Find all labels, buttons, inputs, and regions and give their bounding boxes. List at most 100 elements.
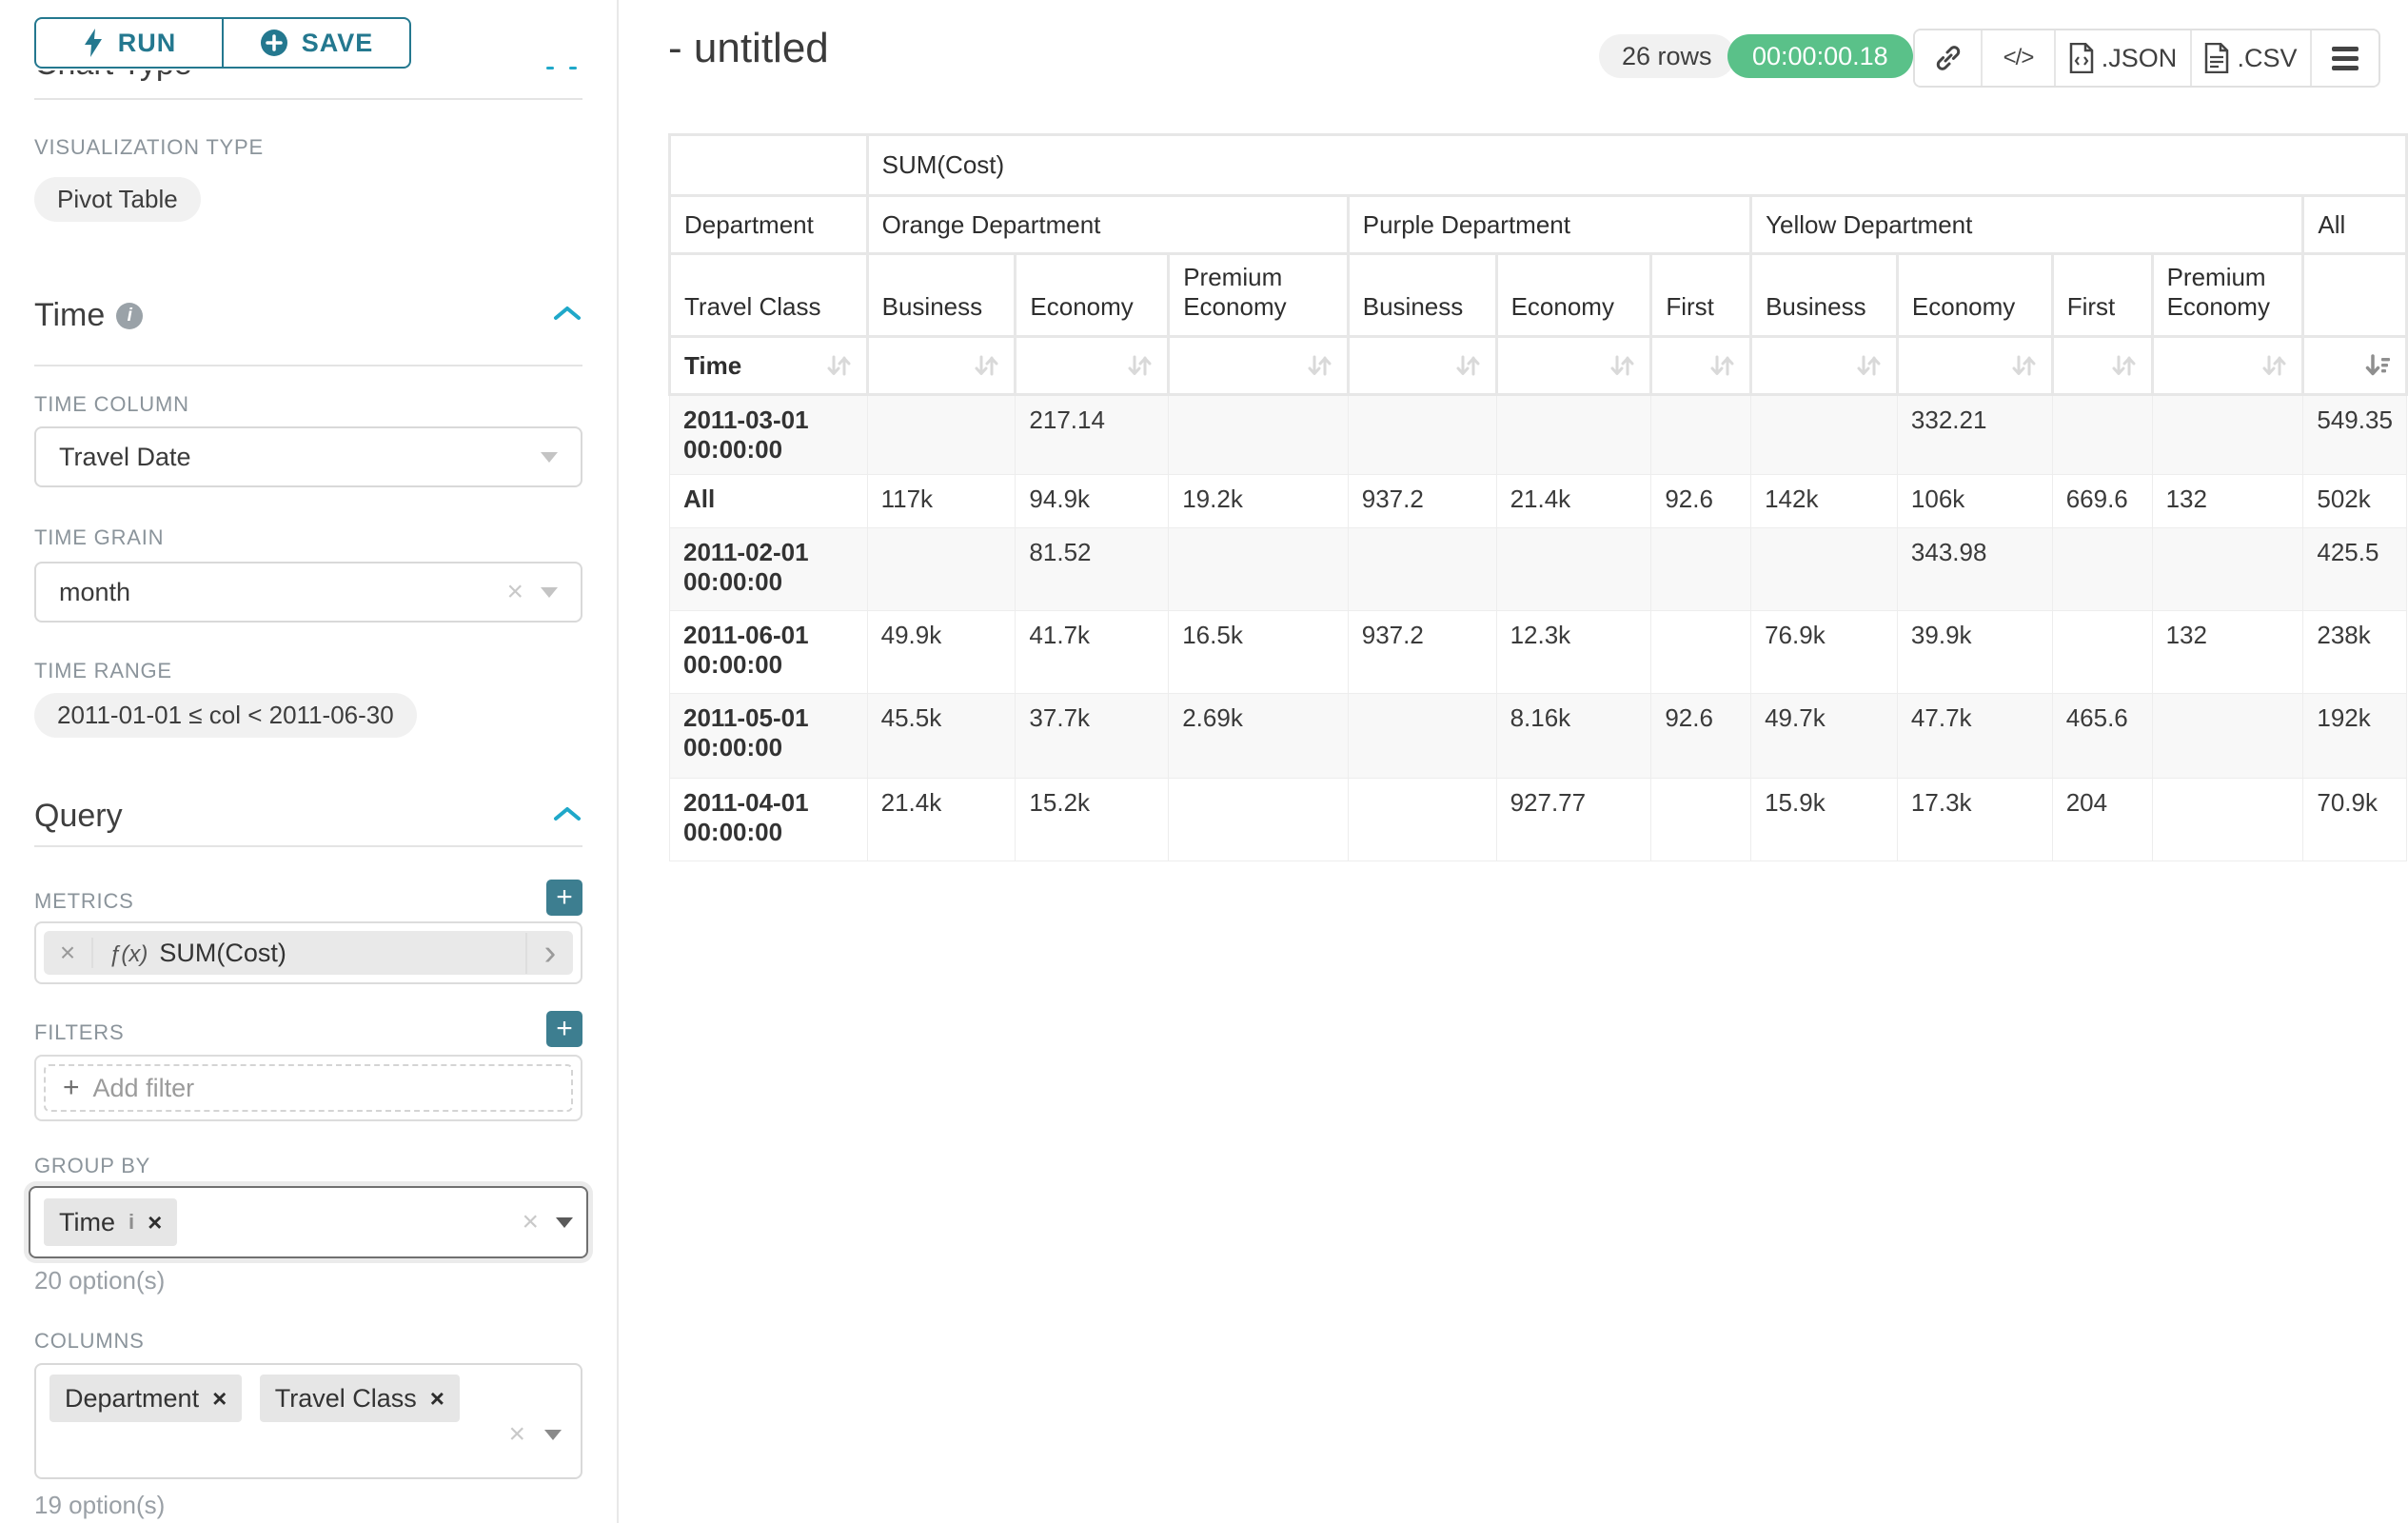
add-metric-button[interactable]: +: [546, 880, 582, 916]
value-cell: [1347, 527, 1497, 611]
value-cell: [1650, 610, 1752, 694]
time-section-header: Time i: [34, 297, 582, 334]
columns-chip[interactable]: Travel Class ×: [259, 1375, 460, 1422]
value-cell: [1650, 778, 1752, 861]
value-cell: 132: [2151, 474, 2304, 528]
value-cell: 2.69k: [1168, 693, 1349, 779]
columns-label: COLUMNS: [34, 1329, 145, 1353]
viz-type-pill[interactable]: Pivot Table: [34, 177, 201, 222]
value-cell: 8.16k: [1495, 693, 1652, 779]
chart-title[interactable]: - untitled: [668, 25, 829, 71]
export-csv-button[interactable]: .CSV: [2192, 30, 2312, 86]
value-cell: 70.9k: [2302, 778, 2407, 861]
remove-metric-icon[interactable]: ×: [44, 938, 93, 968]
sort-header-cell[interactable]: [1895, 335, 2054, 396]
sort-header-cell[interactable]: [1346, 335, 1498, 396]
chevron-right-icon[interactable]: ›: [525, 932, 573, 974]
sort-icon[interactable]: [2009, 351, 2038, 380]
remove-chip-icon[interactable]: ×: [429, 1383, 444, 1413]
value-cell: [1650, 527, 1752, 611]
sort-icon[interactable]: [2109, 351, 2138, 380]
sort-icon[interactable]: [1453, 351, 1482, 380]
travel-class-axis-cell: Travel Class: [668, 252, 869, 338]
clear-icon[interactable]: ×: [508, 1418, 525, 1450]
menu-button[interactable]: [2312, 30, 2378, 86]
info-icon: i: [128, 1210, 135, 1234]
value-cell: 76.9k: [1750, 610, 1898, 694]
time-grain-select[interactable]: month ×: [34, 562, 582, 623]
export-toolbar: </> .JSON .CSV: [1913, 29, 2380, 88]
copy-link-button[interactable]: [1915, 30, 1983, 86]
value-cell: 204: [2051, 778, 2153, 861]
add-filter-button[interactable]: + Add filter: [44, 1064, 573, 1112]
value-cell: 17.3k: [1896, 778, 2053, 861]
remove-chip-icon[interactable]: ×: [212, 1383, 227, 1413]
columns-select[interactable]: Department × Travel Class × ×: [34, 1363, 582, 1479]
sort-header-cell[interactable]: [1014, 335, 1171, 396]
time-section-title: Time: [34, 297, 106, 333]
chevron-down-icon: [541, 586, 558, 598]
sort-header-cell[interactable]: [1749, 335, 1899, 396]
time-axis-cell[interactable]: Time: [668, 335, 869, 396]
sort-icon[interactable]: [972, 351, 1000, 380]
sort-icon[interactable]: [1608, 351, 1636, 380]
sort-icon[interactable]: [1125, 351, 1154, 380]
row-label-cell: All: [669, 474, 868, 528]
sort-icon[interactable]: [2260, 351, 2288, 380]
sort-icon[interactable]: [824, 351, 853, 380]
metric-pill[interactable]: × ƒ(x) SUM(Cost) ›: [44, 931, 573, 975]
value-cell: 425.5: [2302, 527, 2407, 611]
remove-chip-icon[interactable]: ×: [148, 1207, 163, 1236]
sort-header-cell[interactable]: [2050, 335, 2154, 396]
section-divider: [34, 98, 582, 100]
sort-header-cell[interactable]: [1649, 335, 1753, 396]
time-column-select[interactable]: Travel Date: [34, 426, 582, 487]
save-button[interactable]: SAVE: [222, 17, 411, 69]
column-subheader: Economy: [1014, 252, 1171, 338]
row-label-cell: 2011-03-01 00:00:00: [669, 394, 868, 475]
value-cell: 49.9k: [866, 610, 1016, 694]
json-file-icon: [2069, 43, 2093, 73]
sort-icon[interactable]: [1707, 351, 1736, 380]
value-cell: [866, 394, 1016, 475]
view-query-button[interactable]: </>: [1983, 30, 2056, 86]
value-cell: 332.21: [1896, 394, 2053, 475]
column-group-header: Orange Department: [865, 194, 1350, 255]
column-subheader: [2301, 252, 2408, 338]
sort-header-cell[interactable]: [1167, 335, 1350, 396]
sort-header-cell-active[interactable]: [2301, 335, 2408, 396]
group-by-chip[interactable]: Time i ×: [44, 1198, 178, 1246]
query-section-header: Query: [34, 798, 582, 835]
column-subheader: First: [1649, 252, 1753, 338]
value-cell: [2151, 527, 2304, 611]
clear-icon[interactable]: ×: [506, 576, 523, 607]
value-cell: 39.9k: [1896, 610, 2053, 694]
sort-icon[interactable]: [1854, 351, 1883, 380]
sort-icon[interactable]: [1305, 351, 1333, 380]
value-cell: 49.7k: [1750, 693, 1898, 779]
value-cell: [2051, 610, 2153, 694]
value-cell: [1495, 527, 1652, 611]
lightning-icon: [84, 29, 102, 57]
table-row: 2011-02-01 00:00:00 81.52 343.98 425.5: [669, 527, 2407, 611]
sort-header-cell[interactable]: [1494, 335, 1653, 396]
time-column-label: TIME COLUMN: [34, 392, 189, 416]
time-range-pill[interactable]: 2011-01-01 ≤ col < 2011-06-30: [34, 693, 417, 738]
export-json-button[interactable]: .JSON: [2056, 30, 2192, 86]
chevron-up-icon: [554, 307, 581, 320]
group-by-label: GROUP BY: [34, 1154, 151, 1177]
collapse-section-control[interactable]: [552, 304, 582, 327]
value-cell: 47.7k: [1896, 693, 2053, 779]
function-icon: ƒ(x): [109, 940, 148, 967]
sort-desc-icon[interactable]: [2363, 351, 2392, 380]
run-button[interactable]: RUN: [34, 17, 224, 69]
sort-header-cell[interactable]: [865, 335, 1017, 396]
columns-chip[interactable]: Department ×: [49, 1375, 243, 1422]
sort-header-cell[interactable]: [2150, 335, 2305, 396]
column-group-header: Purple Department: [1346, 194, 1753, 255]
clear-icon[interactable]: ×: [522, 1206, 539, 1237]
group-by-select[interactable]: Time i × ×: [29, 1186, 588, 1258]
collapse-section-control[interactable]: [552, 804, 582, 828]
add-filter-plus-button[interactable]: +: [546, 1011, 582, 1047]
value-cell: [2051, 394, 2153, 475]
